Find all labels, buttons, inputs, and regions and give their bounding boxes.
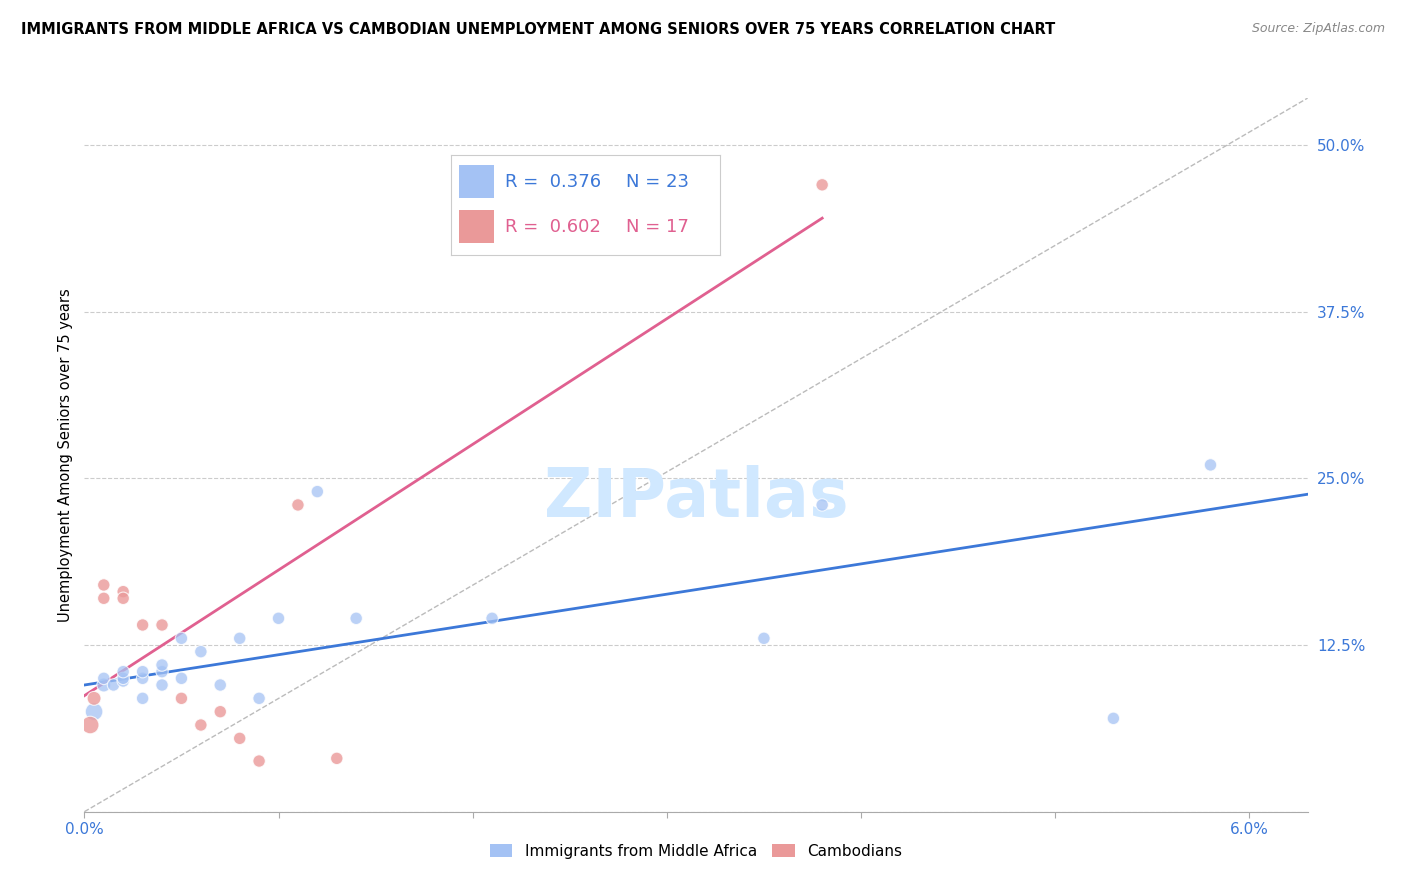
Point: [150, 665, 173, 679]
Point: [112, 591, 135, 606]
Point: [131, 691, 153, 706]
Point: [811, 178, 834, 192]
Point: [93, 678, 115, 692]
Point: [228, 632, 250, 646]
Point: [247, 754, 270, 768]
Text: Source: ZipAtlas.com: Source: ZipAtlas.com: [1251, 22, 1385, 36]
Point: [209, 678, 232, 692]
Point: [209, 705, 232, 719]
Text: N = 23: N = 23: [626, 173, 689, 191]
Point: [307, 484, 329, 499]
Point: [112, 665, 135, 679]
Point: [131, 671, 153, 685]
Legend: Immigrants from Middle Africa, Cambodians: Immigrants from Middle Africa, Cambodian…: [484, 838, 908, 864]
Point: [1102, 711, 1125, 725]
Point: [481, 611, 503, 625]
Text: R =  0.602: R = 0.602: [505, 218, 600, 235]
Point: [170, 632, 193, 646]
Text: R =  0.376: R = 0.376: [505, 173, 602, 191]
Text: ZIPatlas: ZIPatlas: [544, 465, 848, 531]
Point: [247, 691, 270, 706]
Point: [150, 658, 173, 673]
Point: [170, 671, 193, 685]
Point: [112, 584, 135, 599]
Point: [326, 751, 349, 765]
Point: [150, 678, 173, 692]
Point: [150, 618, 173, 632]
Point: [228, 731, 250, 746]
Point: [103, 678, 125, 692]
Point: [267, 611, 290, 625]
Point: [287, 498, 309, 512]
Point: [93, 591, 115, 606]
Y-axis label: Unemployment Among Seniors over 75 years: Unemployment Among Seniors over 75 years: [58, 288, 73, 622]
Point: [131, 665, 153, 679]
Point: [112, 671, 135, 685]
Point: [461, 191, 484, 205]
Bar: [460, 211, 495, 244]
Point: [170, 691, 193, 706]
Point: [1199, 458, 1222, 472]
Text: IMMIGRANTS FROM MIDDLE AFRICA VS CAMBODIAN UNEMPLOYMENT AMONG SENIORS OVER 75 YE: IMMIGRANTS FROM MIDDLE AFRICA VS CAMBODI…: [21, 22, 1056, 37]
Point: [83, 691, 105, 706]
Point: [79, 718, 101, 732]
Point: [190, 645, 212, 659]
Point: [131, 618, 153, 632]
Point: [83, 705, 105, 719]
Text: N = 17: N = 17: [626, 218, 689, 235]
Bar: [460, 165, 495, 198]
Point: [93, 578, 115, 592]
Point: [344, 611, 367, 625]
Point: [190, 718, 212, 732]
Point: [93, 671, 115, 685]
Point: [752, 632, 775, 646]
Point: [112, 673, 135, 688]
Point: [811, 498, 834, 512]
